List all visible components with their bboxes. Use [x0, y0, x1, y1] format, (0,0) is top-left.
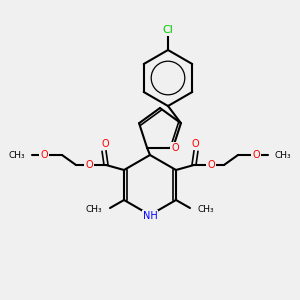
- Text: CH₃: CH₃: [198, 206, 214, 214]
- Text: CH₃: CH₃: [85, 206, 102, 214]
- Text: O: O: [207, 160, 215, 170]
- Text: O: O: [191, 139, 199, 149]
- Text: O: O: [85, 160, 93, 170]
- Text: CH₃: CH₃: [8, 151, 25, 160]
- Text: Cl: Cl: [163, 25, 173, 35]
- Text: O: O: [40, 150, 48, 160]
- Text: NH: NH: [142, 211, 158, 221]
- Text: CH₃: CH₃: [275, 151, 292, 160]
- Text: O: O: [171, 143, 179, 153]
- Text: O: O: [101, 139, 109, 149]
- Text: O: O: [252, 150, 260, 160]
